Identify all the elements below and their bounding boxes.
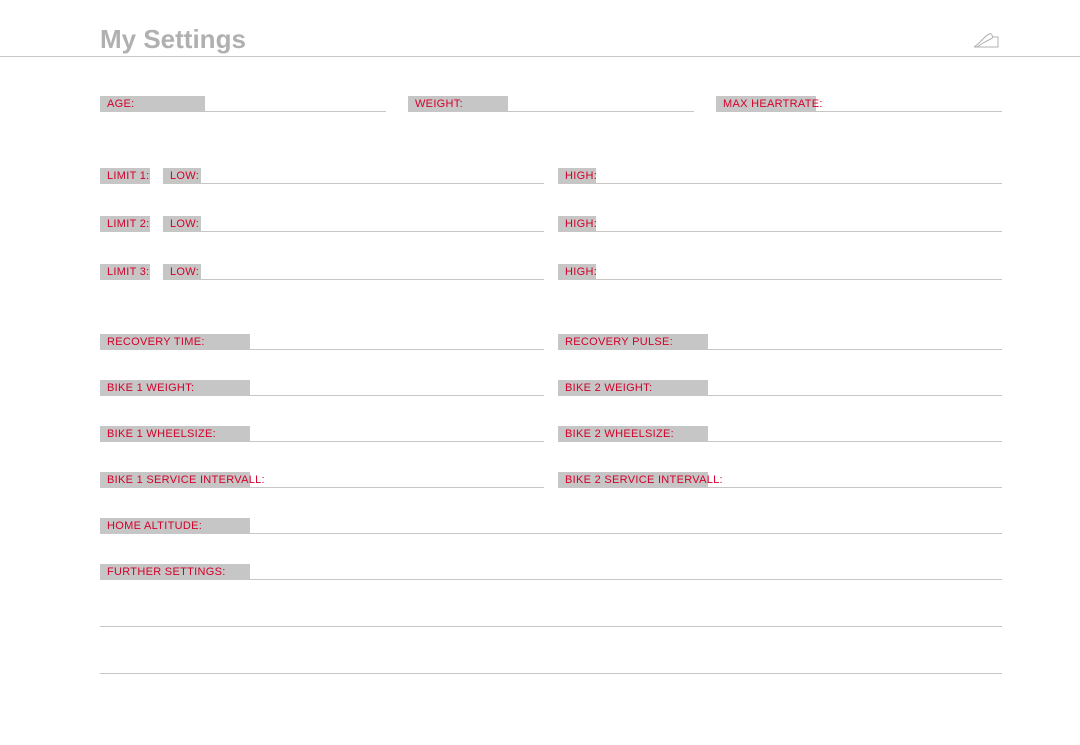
- label-home-altitude: HOME ALTITUDE:: [100, 518, 250, 534]
- input-age[interactable]: [205, 96, 386, 112]
- label-limit3-high: HIGH:: [558, 264, 596, 280]
- input-limit2-low[interactable]: [201, 216, 544, 232]
- label-bike1-wheel: BIKE 1 WHEELSIZE:: [100, 426, 250, 442]
- field-further-settings: FURTHER SETTINGS:: [100, 564, 1002, 580]
- field-bike1-wheel: BIKE 1 WHEELSIZE:: [100, 426, 544, 442]
- label-bike1-weight: BIKE 1 WEIGHT:: [100, 380, 250, 396]
- input-bike2-wheel[interactable]: [708, 426, 1002, 442]
- page-title: My Settings: [100, 24, 246, 55]
- input-home-altitude[interactable]: [250, 518, 1002, 534]
- input-limit3-low[interactable]: [201, 264, 544, 280]
- label-limit1-low: LOW:: [163, 168, 201, 184]
- row-bike-service: BIKE 1 SERVICE INTERVALL: BIKE 2 SERVICE…: [100, 472, 1002, 488]
- field-limit2-low: LOW:: [163, 216, 544, 232]
- label-limit2-low: LOW:: [163, 216, 201, 232]
- header: My Settings: [100, 24, 1002, 55]
- label-maxhr: MAX HEARTRATE:: [716, 96, 816, 112]
- label-recovery-pulse: RECOVERY PULSE:: [558, 334, 708, 350]
- field-limit3-high: HIGH:: [558, 264, 1002, 280]
- input-weight[interactable]: [508, 96, 694, 112]
- field-limit1-low: LOW:: [163, 168, 544, 184]
- field-recovery-pulse: RECOVERY PULSE:: [558, 334, 1002, 350]
- field-limit2-high: HIGH:: [558, 216, 1002, 232]
- row-personal: AGE: WEIGHT: MAX HEARTRATE:: [100, 96, 1002, 112]
- input-limit1-high[interactable]: [596, 168, 1002, 184]
- input-bike1-service[interactable]: [250, 472, 544, 488]
- row-bike-wheel: BIKE 1 WHEELSIZE: BIKE 2 WHEELSIZE:: [100, 426, 1002, 442]
- row-bike-weight: BIKE 1 WEIGHT: BIKE 2 WEIGHT:: [100, 380, 1002, 396]
- label-limit2-high: HIGH:: [558, 216, 596, 232]
- label-bike2-service: BIKE 2 SERVICE INTERVALL:: [558, 472, 708, 488]
- input-recovery-pulse[interactable]: [708, 334, 1002, 350]
- input-bike1-weight[interactable]: [250, 380, 544, 396]
- label-limit1-high: HIGH:: [558, 168, 596, 184]
- label-limit1: LIMIT 1:: [100, 168, 150, 184]
- input-bike2-service[interactable]: [708, 472, 1002, 488]
- field-limit3-low: LOW:: [163, 264, 544, 280]
- field-maxhr: MAX HEARTRATE:: [716, 96, 1002, 112]
- row-home-altitude: HOME ALTITUDE:: [100, 518, 1002, 534]
- label-limit3-low: LOW:: [163, 264, 201, 280]
- label-further-settings: FURTHER SETTINGS:: [100, 564, 250, 580]
- label-weight: WEIGHT:: [408, 96, 508, 112]
- row-recovery: RECOVERY TIME: RECOVERY PULSE:: [100, 334, 1002, 350]
- row-limit2: LIMIT 2: LOW: HIGH:: [100, 216, 1002, 232]
- label-bike1-service: BIKE 1 SERVICE INTERVALL:: [100, 472, 250, 488]
- field-bike2-service: BIKE 2 SERVICE INTERVALL:: [558, 472, 1002, 488]
- blank-line-2[interactable]: [100, 673, 1002, 674]
- input-bike1-wheel[interactable]: [250, 426, 544, 442]
- input-limit1-low[interactable]: [201, 168, 544, 184]
- label-bike2-wheel: BIKE 2 WHEELSIZE:: [558, 426, 708, 442]
- field-bike1-weight: BIKE 1 WEIGHT:: [100, 380, 544, 396]
- handwriting-icon: [972, 30, 1002, 55]
- row-further-settings: FURTHER SETTINGS:: [100, 564, 1002, 580]
- settings-page: My Settings AGE: WEIGHT: MAX HEARTRATE:: [0, 0, 1080, 745]
- label-limit2: LIMIT 2:: [100, 216, 150, 232]
- field-age: AGE:: [100, 96, 386, 112]
- field-weight: WEIGHT:: [408, 96, 694, 112]
- label-recovery-time: RECOVERY TIME:: [100, 334, 250, 350]
- field-bike2-wheel: BIKE 2 WHEELSIZE:: [558, 426, 1002, 442]
- row-limit3: LIMIT 3: LOW: HIGH:: [100, 264, 1002, 280]
- input-further-settings[interactable]: [250, 564, 1002, 580]
- input-recovery-time[interactable]: [250, 334, 544, 350]
- input-maxhr[interactable]: [816, 96, 1002, 112]
- field-home-altitude: HOME ALTITUDE:: [100, 518, 1002, 534]
- input-limit3-high[interactable]: [596, 264, 1002, 280]
- row-limit1: LIMIT 1: LOW: HIGH:: [100, 168, 1002, 184]
- input-limit2-high[interactable]: [596, 216, 1002, 232]
- field-limit1-high: HIGH:: [558, 168, 1002, 184]
- field-recovery-time: RECOVERY TIME:: [100, 334, 544, 350]
- field-bike2-weight: BIKE 2 WEIGHT:: [558, 380, 1002, 396]
- label-limit3: LIMIT 3:: [100, 264, 150, 280]
- field-bike1-service: BIKE 1 SERVICE INTERVALL:: [100, 472, 544, 488]
- content-area: AGE: WEIGHT: MAX HEARTRATE: LIMIT 1: LOW…: [100, 56, 1002, 674]
- label-bike2-weight: BIKE 2 WEIGHT:: [558, 380, 708, 396]
- input-bike2-weight[interactable]: [708, 380, 1002, 396]
- label-age: AGE:: [100, 96, 205, 112]
